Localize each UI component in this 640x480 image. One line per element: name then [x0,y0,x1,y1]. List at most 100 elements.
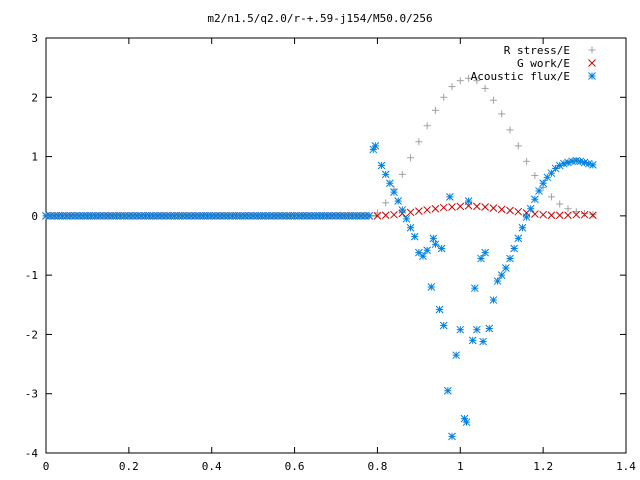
marker-stroke [481,248,489,257]
data-point [481,84,489,92]
marker-stroke [390,188,398,196]
data-point [498,110,506,118]
data-point [406,208,415,217]
data-point [464,197,473,205]
marker-stroke [547,211,556,220]
marker-stroke [456,202,465,211]
marker-stroke [489,296,498,304]
x-tick-label: 0.4 [202,460,222,473]
marker-stroke [518,223,527,232]
data-point [531,195,539,204]
legend-label: R stress/E [504,44,570,57]
data-point [371,142,380,150]
marker-stroke [576,157,585,166]
series-1 [373,201,597,220]
data-point [489,204,498,213]
marker-stroke [555,161,564,170]
data-point [531,172,539,180]
y-tick-label: 0 [31,210,38,223]
marker-stroke [423,206,431,214]
data-point [406,223,415,232]
data-point [485,324,494,333]
marker-stroke [589,211,597,220]
marker-stroke [427,283,436,291]
data-point [518,223,527,232]
data-point [419,252,427,261]
marker-stroke [479,337,487,346]
data-point-baseline [365,212,373,220]
data-point [506,254,514,263]
data-point [444,386,452,395]
marker-stroke [473,202,481,211]
data-point [506,126,514,134]
marker-stroke [439,203,448,212]
marker-stroke [464,197,473,205]
marker-stroke [406,223,415,232]
data-point [429,234,438,243]
marker-stroke [468,336,477,345]
x-tick-label: 0 [43,460,50,473]
marker-stroke [485,324,494,333]
data-point [497,205,506,214]
data-point [531,210,539,218]
data-point [440,93,448,101]
data-point [473,202,481,211]
data-point [572,210,581,219]
marker-stroke [390,210,398,219]
legend-marker [588,72,596,80]
legend-marker [588,59,596,67]
data-point [390,188,398,196]
data-point [589,211,597,220]
chart-title: m2/n1.5/q2.0/r-+.59-j154/M50.0/256 [207,12,432,25]
data-point [481,203,489,211]
data-point [489,296,498,304]
marker-stroke [373,212,382,220]
data-point [523,157,531,165]
marker-stroke [489,204,498,213]
marker-stroke [588,59,596,67]
marker-stroke [386,179,394,188]
marker-stroke [477,254,485,263]
plot-frame [45,37,627,454]
x-tick-label: 0.6 [285,460,305,473]
data-point [437,244,446,253]
marker-stroke [410,232,419,241]
marker-stroke [572,156,581,165]
data-point [431,106,439,114]
data-point [382,199,390,207]
marker-stroke [377,161,386,170]
data-point [473,325,481,334]
data-point [470,284,479,293]
marker-stroke [435,305,444,314]
data-point [465,74,473,82]
data-point [456,202,465,211]
x-tick-label: 0.8 [367,460,387,473]
data-point [473,77,481,85]
marker-stroke [580,210,589,219]
data-point [398,209,407,218]
marker-stroke [551,164,560,173]
marker-stroke [481,203,489,211]
data-point [410,232,419,241]
data-point [402,214,411,223]
data-point [526,204,535,213]
marker-stroke [381,170,390,179]
data-point [468,336,477,345]
marker-stroke [452,351,460,360]
data-point [497,271,506,279]
marker-stroke [502,264,510,272]
data-point [439,203,448,212]
x-tick-label: 0.2 [119,460,139,473]
data-point [477,254,485,263]
y-tick-label: -4 [25,447,39,460]
axis-ticks: 0 0.2 0.4 0.6 0.8 1 1.2 1.4 3 2 1 0 -1 -2 -3 -4 [25,32,637,473]
series-layer [42,74,597,441]
marker-stroke [439,321,448,330]
data-point [479,337,487,346]
data-point [448,432,456,441]
data-point [394,197,402,205]
x-tick-label: 1.2 [533,460,553,473]
data-point [589,161,597,169]
marker-stroke [589,161,597,169]
